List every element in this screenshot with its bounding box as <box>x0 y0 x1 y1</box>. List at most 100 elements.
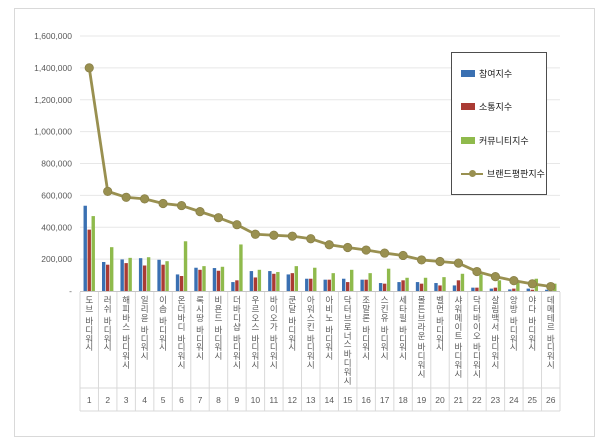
line-marker <box>213 213 224 223</box>
bar <box>91 216 95 291</box>
line-marker <box>269 230 279 240</box>
rank-label: 23 <box>490 395 501 405</box>
rank-label: 8 <box>216 395 221 405</box>
rank-label: 7 <box>197 395 203 405</box>
rank-label: 20 <box>435 395 445 405</box>
legend-label: 참여지수 <box>479 69 513 80</box>
bar <box>216 270 221 291</box>
legend-label: 소통지수 <box>479 102 513 113</box>
bar <box>475 287 479 291</box>
bar <box>489 288 494 291</box>
bar <box>516 281 520 291</box>
line-brand-reputation-index <box>84 63 556 292</box>
y-tick-label: 400,000 <box>41 222 72 232</box>
bar <box>378 283 383 291</box>
bar <box>368 273 372 291</box>
community-index-swatch <box>461 136 475 144</box>
bar <box>231 282 235 291</box>
bar <box>165 261 169 291</box>
line-marker <box>232 220 242 230</box>
y-tick-label: 1,200,000 <box>34 95 72 105</box>
bar <box>526 288 531 291</box>
line-marker <box>250 229 260 239</box>
bar <box>530 289 535 291</box>
bar <box>438 285 442 291</box>
bar <box>508 289 512 291</box>
rank-label: 12 <box>287 395 298 405</box>
bar <box>239 244 243 291</box>
rank-label: 3 <box>123 395 129 405</box>
bar <box>323 279 327 291</box>
bar <box>349 269 354 291</box>
rank-label: 16 <box>361 395 371 405</box>
bar <box>497 280 502 291</box>
bar <box>220 266 225 291</box>
line-marker <box>380 248 390 258</box>
rank-label: 26 <box>546 395 556 405</box>
legend-item-communication-index: 소통지수 <box>461 100 544 113</box>
y-tick-label: 1,000,000 <box>34 127 72 137</box>
y-tick-label: 600,000 <box>41 190 72 200</box>
bar <box>360 279 364 291</box>
rank-label: 22 <box>472 395 482 405</box>
line-marker <box>121 192 131 202</box>
bar <box>138 258 143 291</box>
rank-label: 10 <box>250 395 261 405</box>
bar <box>434 283 438 291</box>
rank-label: 2 <box>105 395 111 405</box>
legend-item-participation-index: 참여지수 <box>461 67 544 80</box>
y-tick-label: 800,000 <box>41 159 72 169</box>
bar <box>493 287 498 291</box>
bar <box>405 277 409 291</box>
bar <box>313 267 317 291</box>
bar <box>479 274 483 291</box>
bar <box>341 278 346 291</box>
line-marker <box>176 200 187 211</box>
line-marker <box>140 194 150 204</box>
bar <box>452 285 457 291</box>
bar <box>194 267 198 291</box>
line-marker <box>343 242 353 253</box>
line-marker-icon <box>469 169 476 177</box>
line-marker <box>453 258 464 268</box>
bar <box>327 279 331 291</box>
legend: 참여지수 소통지수 커뮤니티지수 브랜드평판지수 <box>451 52 547 195</box>
line-marker <box>103 186 113 196</box>
line-marker <box>416 255 427 265</box>
line-marker <box>509 276 519 286</box>
brand-reputation-line-swatch <box>461 169 483 178</box>
bar <box>87 229 91 291</box>
legend-item-community-index: 커뮤니티지수 <box>461 134 544 147</box>
bar <box>386 268 391 291</box>
line-marker <box>287 231 297 241</box>
rank-label: 18 <box>398 395 408 405</box>
line-marker <box>84 63 94 73</box>
bar <box>235 280 239 291</box>
line-marker <box>398 250 408 261</box>
line-marker <box>158 198 168 209</box>
bar <box>309 278 313 291</box>
bars-communication-index <box>87 229 553 291</box>
bar <box>512 288 516 291</box>
bar <box>202 266 206 291</box>
legend-label: 브랜드평판지수 <box>487 168 545 179</box>
bar <box>345 282 350 291</box>
y-tick-label: 1,400,000 <box>34 63 72 73</box>
line-marker <box>527 279 537 289</box>
participation-index-swatch <box>461 70 475 78</box>
bar <box>105 264 110 291</box>
bar <box>157 259 161 291</box>
bar <box>253 277 258 291</box>
